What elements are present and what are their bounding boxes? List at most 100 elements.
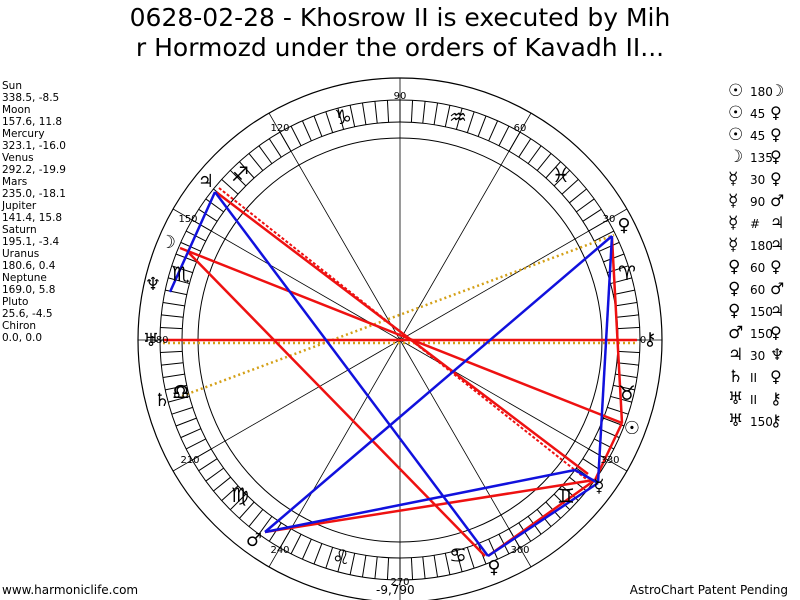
aspect-angle: 180 xyxy=(750,239,773,253)
planet-coords-mercury: 323.1, -16.0 xyxy=(2,140,66,152)
degree-tick xyxy=(229,493,247,511)
minor-aspect-line xyxy=(181,233,615,398)
degree-label: 120 xyxy=(270,123,289,134)
aries-glyph-icon: ♈ xyxy=(618,261,636,285)
soft-aspect-line xyxy=(596,235,614,484)
libra-glyph-icon: ♎ xyxy=(172,380,190,404)
degree-tick xyxy=(617,350,640,354)
degree-tick xyxy=(248,153,264,171)
aspect-planet-1: ☽ xyxy=(728,147,744,167)
aspect-row: ☽ 135♀ xyxy=(728,146,784,168)
node-glyph-icon: ☊ xyxy=(173,382,189,403)
soft-aspect-line xyxy=(264,468,576,534)
aspect-planet-1: ☉ xyxy=(728,125,744,145)
degree-tick xyxy=(553,493,571,511)
degree-tick xyxy=(198,208,218,222)
planet-name-pluto: Pluto xyxy=(2,296,29,308)
degree-tick xyxy=(518,138,532,158)
footer-patent-note: AstroChart Patent Pending xyxy=(629,583,788,597)
degree-tick xyxy=(444,105,451,127)
aspect-planet-1: ☿ xyxy=(728,235,739,255)
aspect-planet-2: ♂ xyxy=(770,191,785,210)
virgo-glyph-icon: ♍ xyxy=(231,483,249,507)
degree-label: 90 xyxy=(394,91,407,102)
planet-glyphs: ☉ ☽ ☿ ♀ ♂ ♃ ♄ ♅ ♆ ♀ ⚷ ☊ xyxy=(143,171,657,578)
degree-tick xyxy=(248,509,264,527)
aspect-angle: 150 xyxy=(750,327,773,341)
degree-tick xyxy=(258,516,273,535)
venus-glyph-icon: ♀ xyxy=(487,557,500,578)
aspect-planet-2: ⚷ xyxy=(770,389,782,408)
soft-aspect-line xyxy=(264,235,613,533)
degree-tick xyxy=(527,145,542,164)
degree-tick xyxy=(616,314,639,318)
mercury-glyph-icon: ☿ xyxy=(593,476,604,497)
degree-tick xyxy=(239,161,255,179)
house-spoke xyxy=(268,339,401,568)
degree-label: 30 xyxy=(603,214,616,225)
aspect-angle: 150 xyxy=(750,415,773,429)
degree-tick xyxy=(617,326,640,330)
planet-position-list: Sun 338.5, -8.5 Moon 157.6, 11.8 Mercury… xyxy=(2,80,66,344)
degree-tick xyxy=(361,102,367,125)
aspect-row: ♅ II ⚷ xyxy=(728,388,784,410)
aspect-angle: 45 xyxy=(750,129,766,143)
degree-tick xyxy=(162,373,185,379)
aspect-planet-1: ☿ xyxy=(728,213,739,233)
sun-glyph-icon: ☉ xyxy=(624,418,640,439)
degree-tick xyxy=(325,111,334,133)
planet-coords-venus: 292.2, -19.9 xyxy=(2,164,66,176)
aspect-planet-1: ♀ xyxy=(728,279,741,299)
saturn-glyph-icon: ♄ xyxy=(154,390,170,411)
degree-tick xyxy=(422,101,426,124)
house-spoke xyxy=(172,339,401,472)
aspect-planet-1: ☿ xyxy=(728,169,739,189)
degree-tick xyxy=(613,384,635,391)
degree-tick xyxy=(161,314,184,318)
degree-tick xyxy=(594,230,615,242)
degree-tick xyxy=(582,208,602,222)
aspect-planet-1: ♀ xyxy=(728,301,741,321)
aspect-planet-2: ♀ xyxy=(770,147,782,166)
aspect-list: ☉ 180☽ ☉ 45 ♀ ☉ 45 ♀ ☽ 135♀ ☿ 30 ♀ ☿ 90 ♂ ☿ # ♃ ☿ 180… xyxy=(728,80,784,432)
aspect-angle: # xyxy=(750,217,761,231)
aspect-row: ☉ 45 ♀ xyxy=(728,102,784,124)
degree-tick xyxy=(545,161,561,179)
planet-coords-uranus: 180.6, 0.4 xyxy=(2,260,56,272)
planet-name-moon: Moon xyxy=(2,104,31,116)
degree-tick xyxy=(290,125,302,146)
degree-tick xyxy=(185,438,206,450)
degree-tick xyxy=(205,467,224,482)
footer-website: www.harmoniclife.com xyxy=(2,583,139,597)
aspect-planet-1: ♅ xyxy=(728,411,744,431)
degree-labels: 90 60 30 0 330 300 270 240 210 180 150 1… xyxy=(149,91,646,588)
house-spoke xyxy=(172,208,401,341)
mars-glyph-icon: ♂ xyxy=(246,530,262,551)
degree-tick xyxy=(175,417,197,427)
planet-name-mars: Mars xyxy=(2,176,28,188)
aspect-row: ☉ 45 ♀ xyxy=(728,124,784,146)
aspect-planet-2: ♃ xyxy=(770,301,785,320)
aspect-angle: 135 xyxy=(750,151,773,165)
aspect-planet-2: ☽ xyxy=(770,81,785,100)
degree-tick xyxy=(165,289,187,296)
degree-tick xyxy=(433,102,439,125)
aspect-planet-1: ♄ xyxy=(728,367,744,387)
degree-tick xyxy=(268,138,282,158)
degree-label: 270 xyxy=(390,577,409,588)
aspect-planet-2: ♀ xyxy=(770,125,782,144)
degree-tick xyxy=(313,115,323,137)
degree-tick xyxy=(466,547,475,569)
house-spoke xyxy=(399,112,532,341)
aspect-planet-1: ☉ xyxy=(728,103,744,123)
degree-tick xyxy=(374,101,378,124)
aspect-angle: II xyxy=(750,371,758,385)
degree-tick xyxy=(466,111,475,133)
planet-coords-pluto: 25.6, -4.5 xyxy=(2,308,53,320)
degree-label: 210 xyxy=(180,455,199,466)
aspect-angle: 150 xyxy=(750,305,773,319)
degree-tick xyxy=(171,265,193,274)
planet-name-uranus: Uranus xyxy=(2,248,40,260)
degree-tick xyxy=(325,547,334,569)
pluto-glyph-icon: ♀ xyxy=(617,215,630,236)
